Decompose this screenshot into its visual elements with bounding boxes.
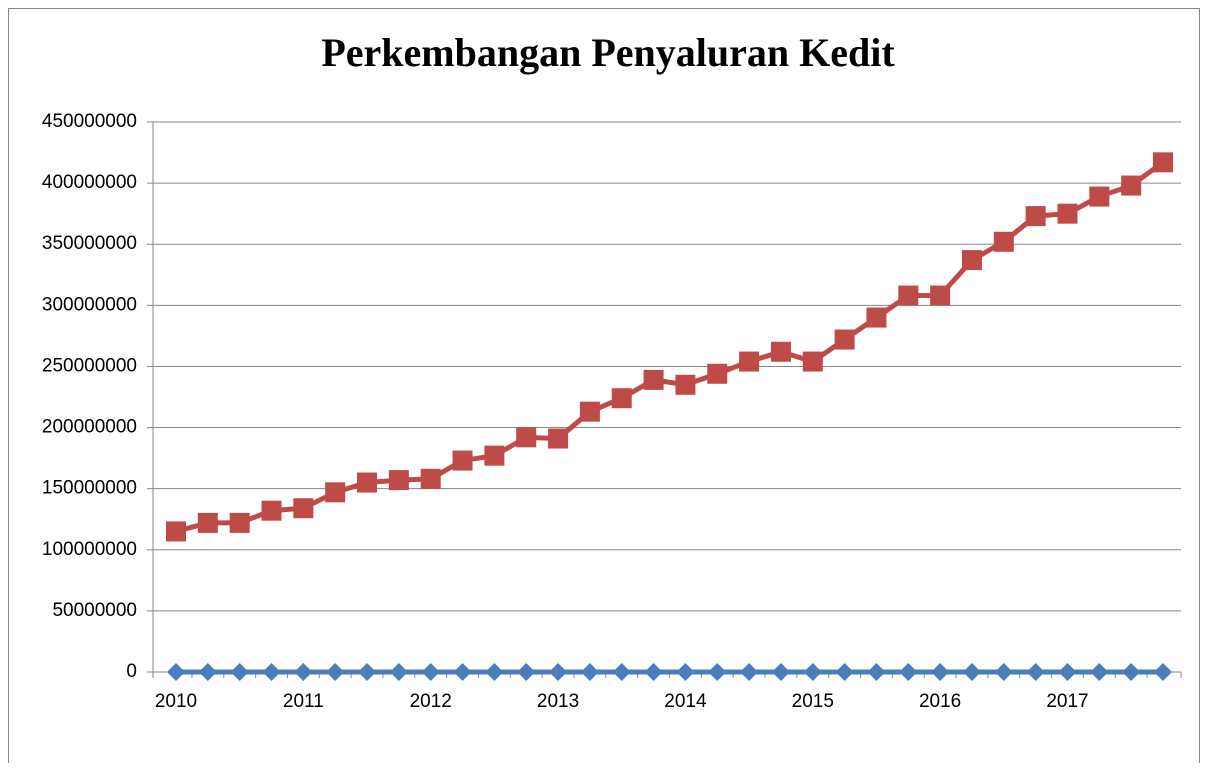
point-marker <box>230 663 249 681</box>
point-marker <box>549 663 568 681</box>
y-tick-label: 100000000 <box>42 539 137 560</box>
point-marker <box>834 329 855 350</box>
point-marker <box>262 663 281 681</box>
point-marker <box>993 231 1014 252</box>
point-marker <box>197 512 218 533</box>
point-marker <box>962 663 981 681</box>
x-tick-label: 2016 <box>919 691 961 712</box>
point-marker <box>357 472 378 493</box>
point-marker <box>611 388 632 409</box>
x-tick-label: 2015 <box>792 691 834 712</box>
y-tick-label: 350000000 <box>42 233 137 254</box>
point-marker <box>452 450 473 471</box>
point-marker <box>1026 663 1045 681</box>
point-marker <box>835 663 854 681</box>
point-marker <box>261 500 282 521</box>
point-marker <box>484 445 505 466</box>
point-marker <box>898 285 919 306</box>
y-tick-label: 400000000 <box>42 172 137 193</box>
point-marker <box>1025 206 1046 227</box>
point-marker <box>421 663 440 681</box>
point-marker <box>548 428 569 449</box>
point-marker <box>167 663 185 681</box>
point-marker <box>517 663 536 681</box>
point-marker <box>1122 663 1141 681</box>
y-tick-label: 450000000 <box>42 111 137 132</box>
point-marker <box>994 663 1013 681</box>
point-marker <box>325 482 346 503</box>
point-marker <box>707 363 728 384</box>
x-tick-label: 2011 <box>283 691 324 712</box>
point-marker <box>1090 663 1109 681</box>
point-marker <box>485 663 504 681</box>
point-marker <box>740 663 759 681</box>
point-marker <box>1153 152 1173 173</box>
point-marker <box>358 663 377 681</box>
point-marker <box>675 374 696 395</box>
y-tick-label: 0 <box>126 661 137 682</box>
point-marker <box>1154 663 1172 681</box>
point-marker <box>1057 203 1078 224</box>
point-marker <box>899 663 918 681</box>
point-marker <box>676 663 695 681</box>
point-marker <box>579 401 600 422</box>
point-marker <box>739 351 760 372</box>
y-tick-label: 200000000 <box>42 417 137 438</box>
point-marker <box>770 341 791 362</box>
point-marker <box>229 512 250 533</box>
y-tick-label: 250000000 <box>42 355 137 376</box>
y-tick-label: 50000000 <box>52 600 137 621</box>
point-marker <box>293 498 314 519</box>
x-tick-label: 2013 <box>537 691 579 712</box>
point-marker <box>326 663 345 681</box>
chart-title: Perkembangan Penyaluran Kedit <box>321 30 895 75</box>
point-marker <box>803 663 822 681</box>
point-marker <box>198 663 217 681</box>
series-line <box>175 160 1165 534</box>
x-tick-label: 2010 <box>155 691 197 712</box>
y-tick-label: 150000000 <box>42 478 137 499</box>
point-marker <box>1058 663 1077 681</box>
point-marker <box>580 663 599 681</box>
point-marker <box>930 285 951 306</box>
point-marker <box>516 427 537 448</box>
point-marker <box>643 369 664 390</box>
y-tick-label: 300000000 <box>42 294 137 315</box>
point-marker <box>771 663 790 681</box>
point-marker <box>389 663 408 681</box>
point-marker <box>931 663 950 681</box>
point-marker <box>866 307 887 328</box>
point-marker <box>867 663 886 681</box>
point-marker <box>166 521 186 542</box>
chart-border <box>8 8 1200 768</box>
point-marker <box>294 663 313 681</box>
point-marker <box>420 468 441 489</box>
point-marker <box>1089 186 1110 207</box>
point-marker <box>388 470 409 491</box>
point-marker <box>1121 175 1142 196</box>
point-marker <box>961 250 982 271</box>
point-marker <box>612 663 631 681</box>
point-marker <box>644 663 663 681</box>
point-marker <box>802 351 823 372</box>
point-marker <box>708 663 727 681</box>
x-tick-label: 2014 <box>664 691 707 712</box>
x-tick-label: 2017 <box>1046 691 1088 712</box>
x-tick-label: 2012 <box>410 691 452 712</box>
point-marker <box>453 663 472 681</box>
